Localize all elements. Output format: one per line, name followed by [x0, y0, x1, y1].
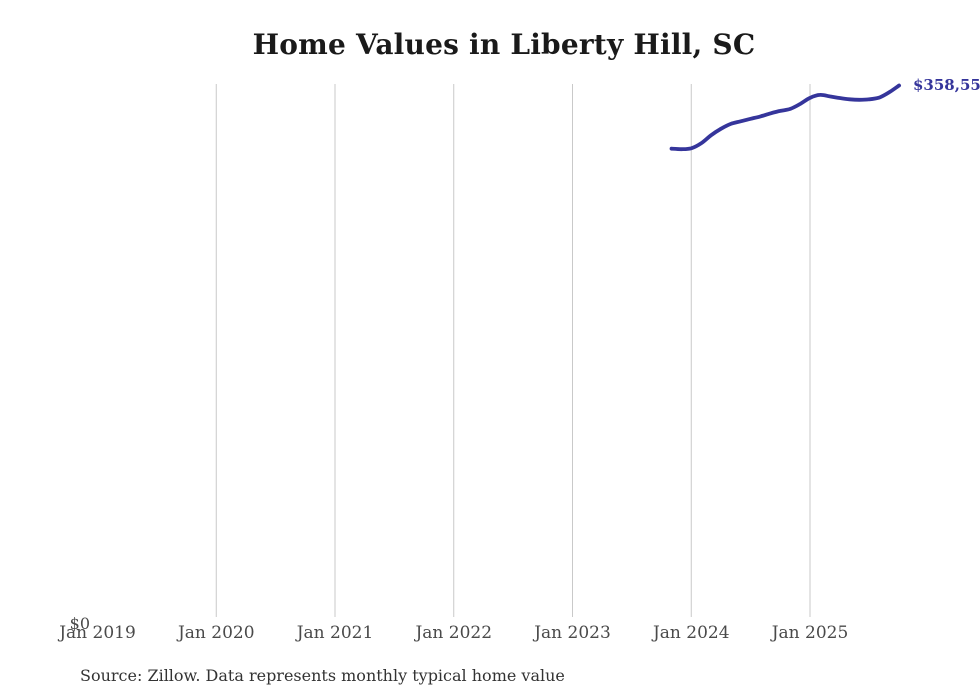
- x-tick-label: Jan 2019: [59, 623, 136, 643]
- x-tick-label: Jan 2024: [652, 623, 730, 643]
- x-tick-label: Jan 2021: [296, 623, 374, 643]
- latest-value-label: $358,555: [913, 76, 980, 94]
- source-note: Source: Zillow. Data represents monthly …: [80, 666, 565, 685]
- y-axis-zero-label: $0: [69, 614, 90, 633]
- chart-title: Home Values in Liberty Hill, SC: [252, 28, 756, 61]
- x-tick-label: Jan 2020: [177, 623, 255, 643]
- x-tick-label: Jan 2022: [415, 623, 493, 643]
- home-value-line: [669, 83, 901, 152]
- x-tick-label: Jan 2023: [534, 623, 611, 643]
- x-tick-label: Jan 2025: [771, 623, 849, 643]
